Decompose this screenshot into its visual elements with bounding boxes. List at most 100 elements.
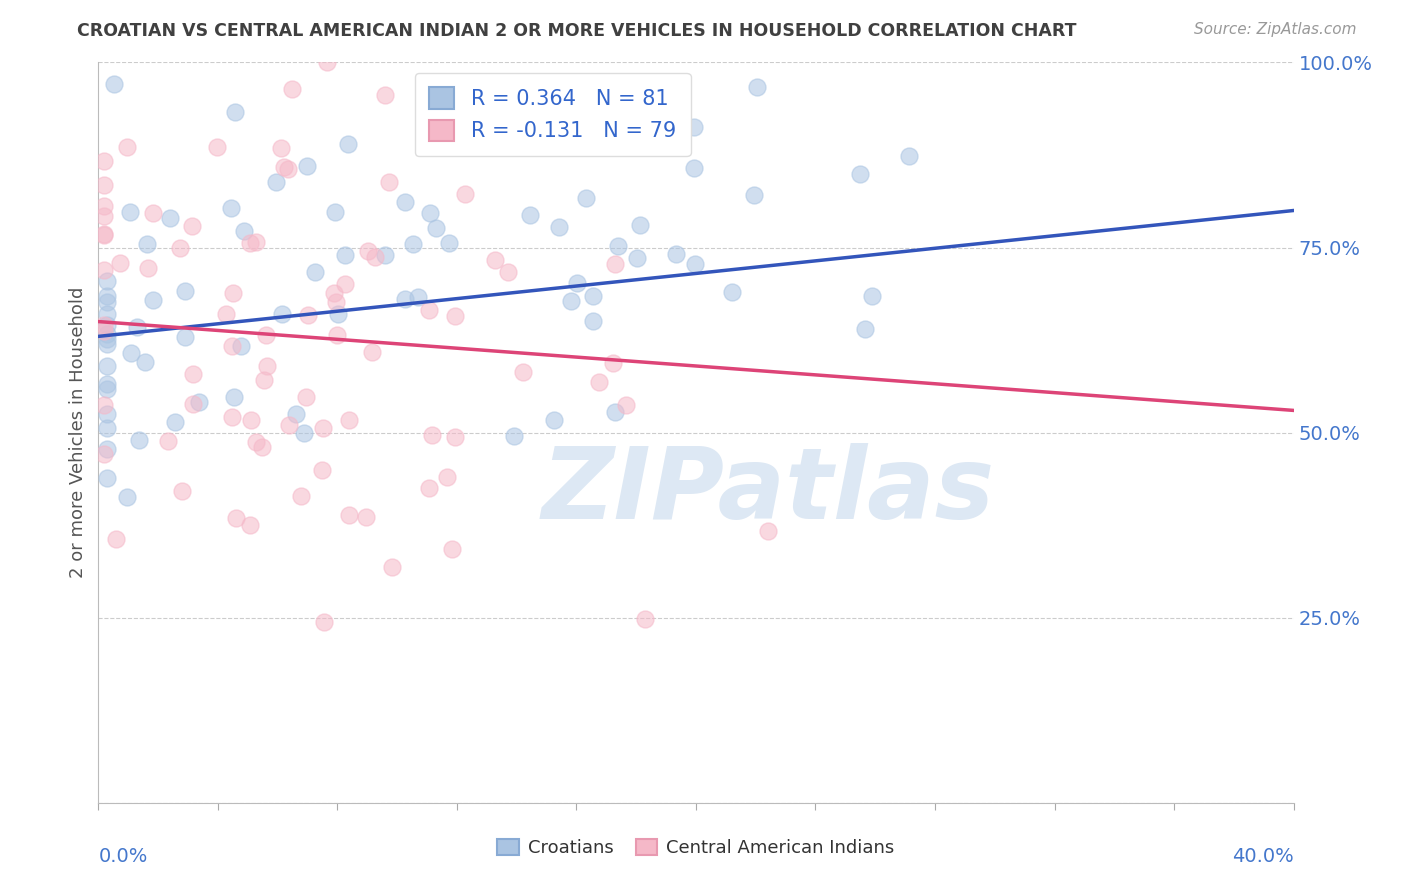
Point [683,120,706,134]
Point [420,428,443,442]
Point [337,508,360,522]
Point [898,149,921,163]
Point [378,175,401,189]
Point [582,314,605,328]
Point [233,224,256,238]
Text: ZIPatlas: ZIPatlas [541,443,994,541]
Point [254,327,277,342]
Point [326,327,349,342]
Point [142,293,165,307]
Point [337,137,360,152]
Point [127,319,149,334]
Point [93,399,115,413]
Point [115,490,138,504]
Point [418,302,440,317]
Text: Source: ZipAtlas.com: Source: ZipAtlas.com [1194,22,1357,37]
Point [314,615,336,629]
Point [297,308,319,322]
Point [436,469,458,483]
Point [96,421,118,435]
Point [181,367,204,381]
Point [419,206,441,220]
Point [138,261,160,276]
Point [96,337,118,351]
Point [270,141,292,155]
Point [229,339,252,353]
Point [849,167,872,181]
Point [221,201,243,215]
Point [326,307,349,321]
Point [181,219,204,233]
Point [96,318,118,333]
Point [682,161,704,176]
Point [103,78,125,92]
Point [93,263,115,277]
Point [484,253,506,268]
Point [628,219,651,233]
Point [333,247,356,261]
Point [322,286,344,301]
Point [173,330,195,344]
Point [312,421,335,435]
Point [297,159,319,173]
Point [256,359,278,373]
Point [181,397,204,411]
Point [602,356,624,370]
Point [245,434,267,449]
Point [250,440,273,454]
Point [588,375,610,389]
Point [502,429,524,443]
Point [745,79,768,94]
Point [425,220,447,235]
Point [290,489,312,503]
Point [240,413,263,427]
Point [543,412,565,426]
Point [756,524,779,539]
Point [96,289,118,303]
Point [93,153,115,168]
Point [443,430,465,444]
Point [464,113,486,128]
Point [93,228,115,243]
Point [93,199,115,213]
Point [408,290,430,304]
Point [96,359,118,373]
Point [374,88,396,103]
Point [239,518,262,533]
Point [394,195,416,210]
Point [188,395,211,409]
Point [394,293,416,307]
Point [337,413,360,427]
Point [142,206,165,220]
Point [156,434,179,448]
Point [519,208,541,222]
Point [491,78,513,92]
Point [311,463,333,477]
Point [418,482,440,496]
Point [93,318,115,333]
Point [565,94,588,108]
Point [316,55,339,70]
Point [96,327,118,342]
Point [96,471,118,485]
Point [853,322,876,336]
Legend: Croatians, Central American Indians: Croatians, Central American Indians [491,831,901,864]
Point [683,257,706,271]
Point [401,236,423,251]
Point [333,277,356,291]
Point [575,192,598,206]
Point [159,211,181,226]
Text: CROATIAN VS CENTRAL AMERICAN INDIAN 2 OR MORE VEHICLES IN HOUSEHOLD CORRELATION : CROATIAN VS CENTRAL AMERICAN INDIAN 2 OR… [77,22,1077,40]
Point [605,257,627,271]
Point [665,247,688,261]
Point [96,442,118,456]
Point [96,294,118,309]
Point [172,484,194,499]
Point [381,560,404,574]
Point [607,238,630,252]
Point [221,410,243,425]
Point [548,220,571,235]
Point [96,307,118,321]
Point [224,105,246,120]
Point [277,162,299,177]
